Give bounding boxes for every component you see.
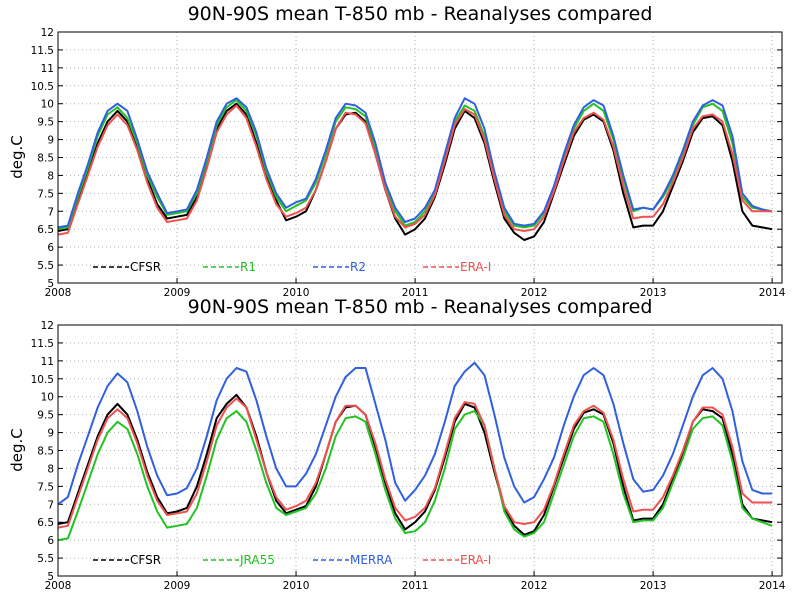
y-tick-label: 6: [47, 242, 54, 254]
x-tick-label: 2009: [164, 287, 191, 299]
y-tick-label: 7: [47, 206, 54, 218]
y-tick-label: 6.5: [37, 517, 54, 529]
x-tick-label: 2009: [164, 580, 191, 592]
y-tick-label: 10: [41, 392, 54, 404]
y-tick-label: 10: [41, 99, 54, 111]
plot-frame: [57, 324, 783, 577]
y-tick-label: 11.5: [31, 338, 54, 350]
x-tick-label: 2012: [521, 287, 548, 299]
x-tick-label: 2008: [45, 580, 72, 592]
series-line-cfsr: [57, 393, 773, 536]
series-line-era-i: [57, 397, 773, 529]
y-tick-label: 5: [47, 571, 54, 583]
y-tick-label: 5.5: [37, 553, 54, 565]
y-tick-label: 6.5: [37, 224, 54, 236]
x-tick-label: 2011: [402, 287, 429, 299]
x-tick-label: 2011: [402, 580, 429, 592]
series-line-jra55: [57, 410, 773, 542]
series-line-r2: [57, 97, 773, 229]
y-tick-label: 8.5: [37, 153, 54, 165]
y-tick-label: 9.5: [37, 410, 54, 422]
y-tick-label: 7.5: [37, 481, 54, 493]
y-tick-label: 11: [41, 63, 54, 75]
x-tick-label: 2008: [45, 287, 72, 299]
y-tick-label: 7.5: [37, 188, 54, 200]
chart-title: 90N-90S mean T-850 mb - Reanalyses compa…: [188, 3, 653, 25]
y-tick-label: 6: [47, 535, 54, 547]
x-tick-label: 2013: [640, 580, 667, 592]
y-tick-label: 5: [47, 278, 54, 290]
y-tick-label: 10.5: [31, 374, 54, 386]
x-tick-label: 2010: [283, 287, 310, 299]
x-tick-label: 2012: [521, 580, 548, 592]
legend-label: JRA55: [239, 553, 275, 567]
legend-label: R2: [350, 260, 366, 274]
y-tick-label: 10.5: [31, 81, 54, 93]
y-tick-label: 12: [41, 27, 54, 39]
series-line-cfsr: [57, 102, 773, 241]
x-tick-label: 2010: [283, 580, 310, 592]
y-tick-label: 5.5: [37, 260, 54, 272]
chart-title: 90N-90S mean T-850 mb - Reanalyses compa…: [188, 296, 653, 318]
y-tick-label: 12: [41, 320, 54, 332]
y-tick-label: 7: [47, 499, 54, 511]
y-tick-label: 8: [47, 170, 54, 182]
legend-label: ERA-I: [460, 260, 491, 274]
bottom-chart: 90N-90S mean T-850 mb - Reanalyses compa…: [8, 296, 786, 592]
x-tick-label: 2014: [759, 287, 786, 299]
legend-label: R1: [240, 260, 256, 274]
legend-label: CFSR: [130, 553, 161, 567]
legend-label: MERRA: [350, 553, 393, 567]
x-tick-label: 2013: [640, 287, 667, 299]
top-chart: 90N-90S mean T-850 mb - Reanalyses compa…: [8, 3, 786, 299]
y-tick-label: 8.5: [37, 446, 54, 458]
y-tick-label: 8: [47, 463, 54, 475]
series-line-era-i: [57, 104, 773, 236]
y-tick-label: 11: [41, 356, 54, 368]
y-tick-label: 9.5: [37, 117, 54, 129]
plot-frame: [57, 31, 783, 284]
legend-label: ERA-I: [460, 553, 491, 567]
y-tick-label: 9: [47, 428, 54, 440]
y-axis-label: deg.C: [8, 428, 26, 472]
y-tick-label: 11.5: [31, 45, 54, 57]
y-tick-label: 9: [47, 135, 54, 147]
x-tick-label: 2014: [759, 580, 786, 592]
series-line-merra: [57, 361, 773, 506]
y-axis-label: deg.C: [8, 135, 26, 179]
legend-label: CFSR: [130, 260, 161, 274]
